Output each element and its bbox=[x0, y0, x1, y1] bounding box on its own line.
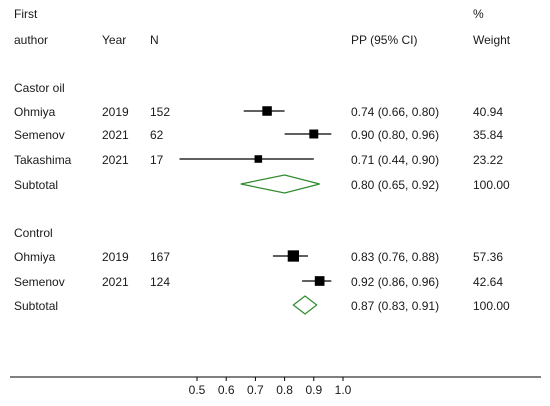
study-row: Semenov 2021 62 0.90 (0.80, 0.96) 35.84 bbox=[14, 128, 503, 142]
study-author: Ohmiya bbox=[14, 250, 56, 264]
study-n: 17 bbox=[150, 153, 164, 167]
study-author: Ohmiya bbox=[14, 105, 56, 119]
study-author: Semenov bbox=[14, 275, 65, 289]
header-weight-line2: Weight bbox=[473, 33, 511, 47]
subtotal-row: Subtotal 0.87 (0.83, 0.91) 100.00 bbox=[14, 295, 510, 315]
header-weight-line1: % bbox=[473, 7, 484, 21]
study-year: 2021 bbox=[102, 153, 129, 167]
subgroup-1: Castor oil Ohmiya 2019 152 0.74 (0.66, 0.80)… bbox=[14, 81, 510, 194]
header-author-line2: author bbox=[14, 33, 48, 47]
point-estimate-marker bbox=[262, 106, 272, 116]
plot-rows: Castor oil Ohmiya 2019 152 0.74 (0.66, 0.80)… bbox=[14, 81, 510, 315]
subtotal-ci-text: 0.87 (0.83, 0.91) bbox=[351, 299, 439, 313]
study-row: Takashima 2021 17 0.71 (0.44, 0.90) 23.22 bbox=[14, 153, 503, 167]
header-row: First author Year N PP (95% CI) % Weight bbox=[14, 7, 511, 47]
subtotal-diamond bbox=[292, 295, 318, 315]
study-author: Takashima bbox=[14, 153, 72, 167]
header-effect: PP (95% CI) bbox=[351, 33, 417, 47]
study-author: Semenov bbox=[14, 128, 65, 142]
point-estimate-marker bbox=[254, 155, 263, 163]
x-axis: 0.5 0.6 0.7 0.8 0.9 1.0 bbox=[10, 376, 541, 397]
study-year: 2021 bbox=[102, 275, 129, 289]
study-weight: 57.36 bbox=[473, 250, 503, 264]
study-weight: 23.22 bbox=[473, 153, 503, 167]
header-year: Year bbox=[102, 33, 126, 47]
subgroup-2: Control Ohmiya 2019 167 0.83 (0.76, 0.88) 57.… bbox=[14, 226, 510, 315]
study-row: Semenov 2021 124 0.92 (0.86, 0.96) 42.64 bbox=[14, 275, 503, 289]
study-weight: 42.64 bbox=[473, 275, 503, 289]
study-year: 2021 bbox=[102, 128, 129, 142]
subtotal-weight: 100.00 bbox=[473, 299, 510, 313]
study-weight: 35.84 bbox=[473, 128, 503, 142]
study-ci-text: 0.74 (0.66, 0.80) bbox=[351, 105, 439, 119]
study-ci-text: 0.92 (0.86, 0.96) bbox=[351, 275, 439, 289]
point-estimate-marker bbox=[309, 129, 319, 139]
point-estimate-marker bbox=[287, 250, 300, 262]
study-ci-text: 0.71 (0.44, 0.90) bbox=[351, 153, 439, 167]
subtotal-row: Subtotal 0.80 (0.65, 0.92) 100.00 bbox=[14, 174, 510, 194]
study-ci-text: 0.90 (0.80, 0.96) bbox=[351, 128, 439, 142]
study-n: 152 bbox=[150, 105, 170, 119]
study-year: 2019 bbox=[102, 250, 129, 264]
subtotal-ci-text: 0.80 (0.65, 0.92) bbox=[351, 178, 439, 192]
study-year: 2019 bbox=[102, 105, 129, 119]
subtotal-diamond bbox=[240, 174, 320, 194]
x-tick-label: 0.9 bbox=[305, 383, 322, 397]
study-row: Ohmiya 2019 167 0.83 (0.76, 0.88) 57.36 bbox=[14, 250, 503, 264]
study-n: 167 bbox=[150, 250, 170, 264]
study-n: 62 bbox=[150, 128, 164, 142]
point-estimate-marker bbox=[314, 276, 325, 286]
study-weight: 40.94 bbox=[473, 105, 503, 119]
subtotal-label: Subtotal bbox=[14, 178, 58, 192]
x-tick-label: 0.5 bbox=[189, 383, 206, 397]
x-tick-label: 0.8 bbox=[276, 383, 293, 397]
x-tick-label: 1.0 bbox=[335, 383, 352, 397]
subtotal-label: Subtotal bbox=[14, 299, 58, 313]
subtotal-weight: 100.00 bbox=[473, 178, 510, 192]
header-n: N bbox=[150, 33, 159, 47]
study-ci-text: 0.83 (0.76, 0.88) bbox=[351, 250, 439, 264]
x-tick-label: 0.6 bbox=[218, 383, 235, 397]
header-author-line1: First bbox=[14, 7, 38, 21]
study-row: Ohmiya 2019 152 0.74 (0.66, 0.80) 40.94 bbox=[14, 105, 503, 119]
study-n: 124 bbox=[150, 275, 170, 289]
x-tick-label: 0.7 bbox=[247, 383, 264, 397]
subgroup-label: Castor oil bbox=[14, 81, 65, 95]
subgroup-label: Control bbox=[14, 226, 53, 240]
